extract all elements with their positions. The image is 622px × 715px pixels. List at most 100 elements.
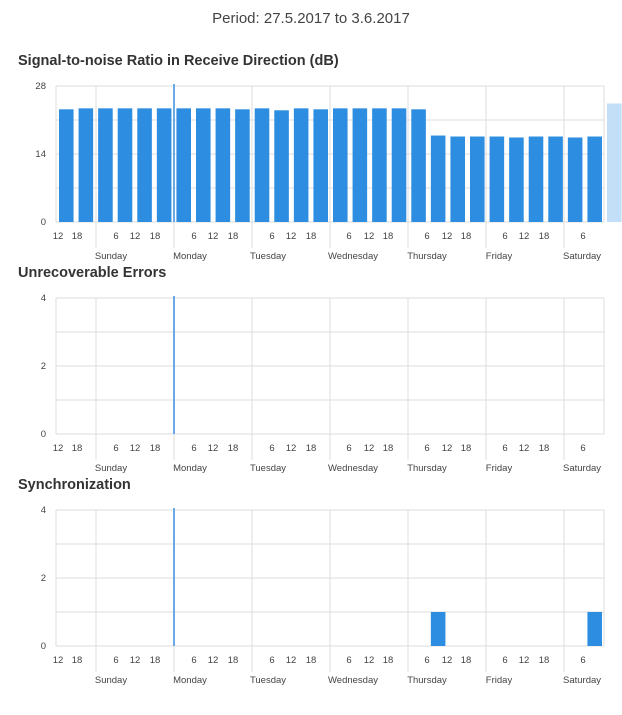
y-tick-label: 14: [35, 149, 46, 160]
x-hour-tick-label: 12: [286, 655, 297, 666]
x-hour-tick-label: 18: [72, 231, 83, 242]
x-day-label: Saturday: [563, 675, 601, 686]
bar[interactable]: [489, 136, 505, 222]
x-hour-tick-label: 12: [364, 231, 375, 242]
errors-chart-title: Unrecoverable Errors: [18, 265, 167, 281]
x-hour-tick-label: 18: [461, 231, 472, 242]
x-day-label: Saturday: [563, 463, 601, 474]
bar[interactable]: [352, 108, 368, 222]
bar[interactable]: [137, 108, 152, 222]
x-hour-tick-label: 18: [461, 655, 472, 666]
bar[interactable]: [430, 612, 446, 646]
bar[interactable]: [450, 136, 465, 222]
x-day-label: Friday: [486, 463, 513, 474]
y-tick-label: 28: [35, 81, 46, 92]
x-hour-tick-label: 12: [208, 655, 219, 666]
x-hour-tick-label: 6: [191, 655, 196, 666]
x-hour-tick-label: 6: [191, 443, 196, 454]
x-day-label: Friday: [486, 675, 513, 686]
x-hour-tick-label: 6: [269, 655, 274, 666]
y-tick-label: 0: [41, 217, 46, 228]
x-hour-tick-label: 6: [113, 655, 118, 666]
x-hour-tick-label: 6: [269, 231, 274, 242]
x-day-label: Thursday: [407, 463, 447, 474]
x-hour-tick-label: 12: [53, 231, 64, 242]
y-tick-label: 2: [41, 361, 46, 372]
bar[interactable]: [509, 137, 524, 222]
x-hour-tick-label: 6: [191, 231, 196, 242]
x-hour-tick-label: 6: [269, 443, 274, 454]
x-hour-tick-label: 18: [228, 231, 239, 242]
bar[interactable]: [567, 137, 583, 222]
x-hour-tick-label: 18: [72, 655, 83, 666]
bar[interactable]: [274, 110, 289, 222]
period-label: Period: 27.5.2017 to 3.6.2017: [212, 10, 410, 27]
bar[interactable]: [59, 109, 74, 222]
x-hour-tick-label: 6: [580, 655, 585, 666]
x-hour-tick-label: 18: [539, 443, 550, 454]
bar[interactable]: [391, 108, 407, 222]
bar[interactable]: [333, 108, 348, 222]
x-day-label: Monday: [173, 675, 207, 686]
x-hour-tick-label: 6: [346, 231, 351, 242]
x-hour-tick-label: 12: [286, 231, 297, 242]
x-hour-tick-label: 6: [113, 231, 118, 242]
x-hour-tick-label: 12: [53, 443, 64, 454]
sync-chart: 0 2 4 12 18 6 12 18 6 12 18 6 12 18 6 12 18 6 12 18 6 12 18 6 Su…: [41, 505, 605, 686]
x-hour-tick-label: 6: [580, 443, 585, 454]
bar[interactable]: [587, 136, 602, 222]
bar[interactable]: [607, 103, 622, 222]
bar[interactable]: [196, 108, 211, 222]
x-hour-tick-label: 18: [306, 443, 317, 454]
bar[interactable]: [78, 108, 94, 222]
x-hour-tick-label: 18: [150, 231, 161, 242]
bar[interactable]: [430, 135, 446, 222]
x-hour-tick-label: 6: [346, 443, 351, 454]
x-day-label: Friday: [486, 251, 513, 262]
bar[interactable]: [254, 108, 270, 222]
x-day-label: Thursday: [407, 675, 447, 686]
bar[interactable]: [293, 108, 309, 222]
bar[interactable]: [235, 109, 250, 222]
x-hour-tick-label: 6: [424, 443, 429, 454]
x-hour-tick-label: 6: [502, 443, 507, 454]
bar[interactable]: [470, 136, 485, 222]
bar[interactable]: [313, 109, 328, 222]
x-hour-tick-label: 18: [72, 443, 83, 454]
y-tick-label: 2: [41, 573, 46, 584]
x-hour-tick-label: 6: [113, 443, 118, 454]
bar[interactable]: [156, 108, 172, 222]
x-day-label: Wednesday: [328, 463, 378, 474]
x-hour-tick-label: 18: [539, 231, 550, 242]
x-hour-tick-label: 18: [228, 655, 239, 666]
x-hour-tick-label: 18: [383, 443, 394, 454]
x-hour-tick-label: 18: [150, 443, 161, 454]
x-day-label: Monday: [173, 463, 207, 474]
x-hour-tick-label: 6: [424, 231, 429, 242]
x-hour-tick-label: 18: [461, 443, 472, 454]
x-hour-tick-label: 12: [442, 231, 453, 242]
x-day-label: Tuesday: [250, 251, 286, 262]
x-hour-tick-label: 12: [519, 231, 530, 242]
bar[interactable]: [215, 108, 231, 222]
x-hour-tick-label: 18: [306, 655, 317, 666]
x-hour-tick-label: 18: [306, 231, 317, 242]
bar[interactable]: [528, 136, 544, 222]
bar[interactable]: [372, 108, 387, 222]
x-hour-tick-label: 18: [228, 443, 239, 454]
x-hour-tick-label: 12: [442, 443, 453, 454]
x-hour-tick-label: 18: [383, 655, 394, 666]
x-day-label: Monday: [173, 251, 207, 262]
bar[interactable]: [548, 136, 563, 222]
x-hour-tick-label: 12: [519, 443, 530, 454]
x-hour-tick-label: 6: [424, 655, 429, 666]
bar[interactable]: [117, 108, 133, 222]
x-hour-tick-label: 12: [208, 231, 219, 242]
x-hour-tick-label: 6: [580, 231, 585, 242]
bar[interactable]: [587, 612, 602, 646]
bar[interactable]: [98, 108, 113, 222]
y-tick-label: 0: [41, 641, 46, 652]
x-hour-tick-label: 12: [442, 655, 453, 666]
bar[interactable]: [411, 109, 426, 222]
bar[interactable]: [176, 108, 191, 222]
